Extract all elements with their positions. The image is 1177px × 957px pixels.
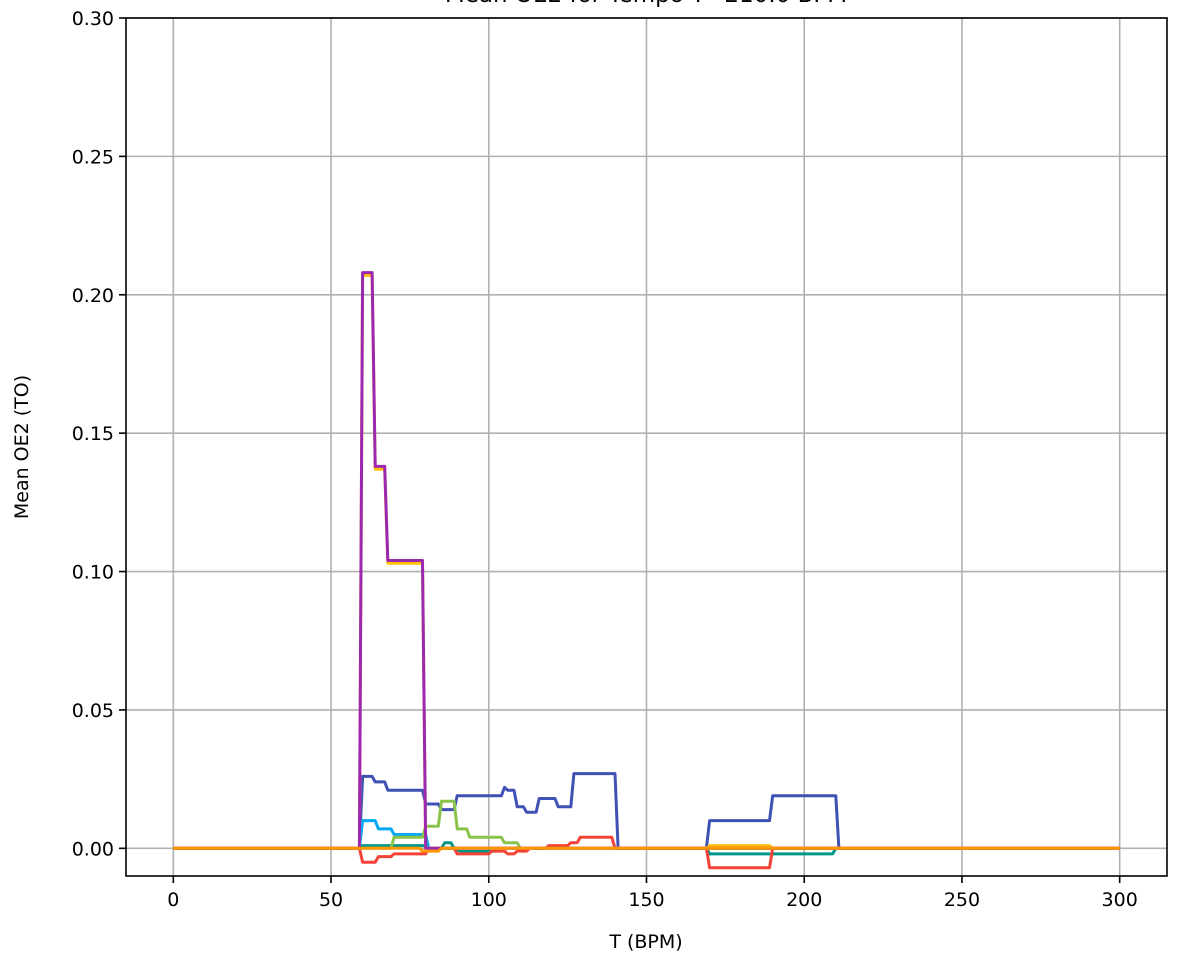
y-axis-label: Mean OE2 (TO) — [11, 375, 33, 519]
y-tick-label: 0.25 — [72, 146, 114, 168]
x-tick-label: 150 — [628, 889, 664, 911]
chart-title: Mean OE2 for Tempo T=210.0 BPM — [445, 0, 847, 8]
y-tick-label: 0.15 — [72, 423, 114, 445]
y-tick-label: 0.05 — [72, 700, 114, 722]
y-tick-label: 0.00 — [72, 838, 114, 860]
x-tick-label: 0 — [167, 889, 179, 911]
x-tick-label: 250 — [944, 889, 980, 911]
x-tick-label: 200 — [786, 889, 822, 911]
series-line-7 — [173, 271, 1120, 850]
series-line-6 — [173, 273, 1120, 850]
series-line-5 — [173, 835, 1120, 870]
series-line-8 — [173, 846, 1120, 853]
x-tick-label: 50 — [319, 889, 343, 911]
x-tick-label: 300 — [1102, 889, 1138, 911]
series-line-3 — [173, 819, 1120, 850]
ticks: 0 50 100 150 200 250 300 0.00 0.05 0.10 0.15 0.20 0.… — [72, 8, 1138, 911]
y-tick-label: 0.20 — [72, 285, 114, 307]
y-tick-label: 0.10 — [72, 562, 114, 584]
series-group — [173, 271, 1120, 870]
y-tick-label: 0.30 — [72, 8, 114, 30]
series-line-4 — [173, 799, 1120, 850]
series-line-1 — [173, 772, 1120, 850]
x-tick-label: 100 — [471, 889, 507, 911]
x-axis-label: T (BPM) — [608, 931, 682, 953]
